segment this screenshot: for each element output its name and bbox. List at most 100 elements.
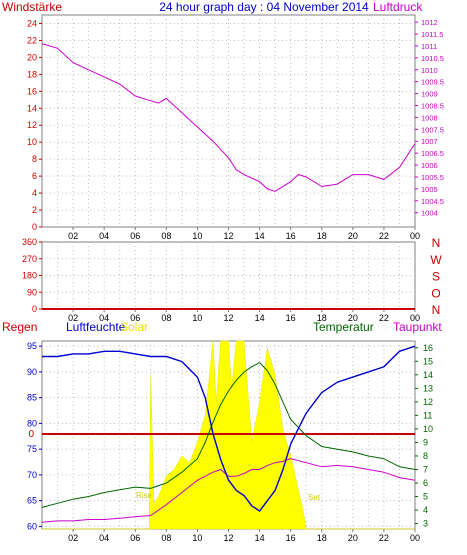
x-tick-label: 16 bbox=[286, 231, 296, 241]
humidity-tick-label: 65 bbox=[27, 496, 37, 506]
x-tick-label: 22 bbox=[379, 313, 389, 323]
humidity-line bbox=[42, 345, 416, 512]
pressure-tick-label: 1010.5 bbox=[421, 54, 444, 63]
compass-label: W bbox=[430, 253, 442, 267]
direction-tick-label: 360 bbox=[22, 237, 37, 247]
humidity-tick-label: 75 bbox=[27, 444, 37, 454]
x-tick-label: 18 bbox=[317, 231, 327, 241]
pressure-axis-label: Luftdruck bbox=[373, 0, 423, 14]
dewpoint-line bbox=[41, 458, 416, 523]
temperature-tick-label: 7 bbox=[423, 464, 428, 474]
humidity-tick-label: 85 bbox=[27, 393, 37, 403]
wind-tick-label: 4 bbox=[32, 188, 37, 198]
climate-x-ticks: 02 04 06 08 10 12 14 16 18 20 22 00 bbox=[68, 529, 420, 543]
humidity-tick-label: 90 bbox=[27, 367, 37, 377]
x-tick-label: 04 bbox=[99, 313, 109, 323]
x-tick-label: 10 bbox=[192, 231, 202, 241]
wind-tick-label: 12 bbox=[27, 120, 37, 130]
direction-tick-label: 180 bbox=[22, 271, 37, 281]
humidity-tick-label: 70 bbox=[27, 470, 37, 480]
temperature-line bbox=[41, 361, 416, 508]
pressure-tick-label: 1004.5 bbox=[421, 197, 444, 206]
pressure-tick-label: 1008 bbox=[421, 113, 438, 122]
rain-zero-label: 0 bbox=[28, 429, 34, 440]
pressure-tick-label: 1010 bbox=[421, 66, 438, 75]
temperature-tick-label: 13 bbox=[423, 383, 433, 393]
pressure-axis-ticks: 1004 1004.5 1005 1005.5 1006 1006.5 1007 1007.5… bbox=[415, 18, 444, 218]
x-tick-label: 18 bbox=[317, 533, 327, 543]
x-tick-label: 08 bbox=[161, 231, 171, 241]
wind-tick-label: 2 bbox=[32, 205, 37, 215]
x-tick-label: 14 bbox=[255, 231, 265, 241]
x-tick-label: 10 bbox=[192, 313, 202, 323]
sunrise-label: Rise bbox=[136, 491, 153, 500]
x-tick-label: 16 bbox=[286, 313, 296, 323]
wind-axis-label: Windstärke bbox=[2, 0, 62, 14]
x-tick-label: 04 bbox=[99, 533, 109, 543]
x-tick-label: 14 bbox=[255, 533, 265, 543]
direction-x-ticks: 02 04 06 08 10 12 14 16 18 20 22 00 bbox=[68, 309, 420, 323]
panel-wind-direction bbox=[41, 241, 416, 310]
humidity-tick-label: 80 bbox=[27, 418, 37, 428]
pressure-tick-label: 1007 bbox=[421, 137, 438, 146]
temperature-tick-label: 6 bbox=[423, 478, 428, 488]
wind-tick-label: 20 bbox=[27, 52, 37, 62]
wind-tick-label: 24 bbox=[27, 18, 37, 28]
temperature-tick-label: 3 bbox=[423, 519, 428, 529]
x-tick-label: 22 bbox=[379, 231, 389, 241]
pressure-line bbox=[41, 43, 416, 192]
x-tick-label: 22 bbox=[379, 533, 389, 543]
temperature-tick-label: 11 bbox=[423, 410, 432, 420]
pressure-tick-label: 1009.5 bbox=[421, 78, 444, 87]
legend-temperature: Temperatur bbox=[313, 320, 374, 334]
pressure-tick-label: 1004 bbox=[421, 209, 438, 218]
direction-tick-label: 270 bbox=[22, 254, 37, 264]
x-tick-label: 16 bbox=[286, 533, 296, 543]
legend-solar: Solar bbox=[120, 320, 148, 334]
wind-tick-label: 10 bbox=[27, 137, 37, 147]
x-tick-label: 04 bbox=[99, 231, 109, 241]
wind-tick-label: 0 bbox=[32, 222, 37, 232]
pressure-tick-label: 1007.5 bbox=[421, 125, 444, 134]
x-tick-label: 06 bbox=[130, 533, 140, 543]
x-tick-label: 08 bbox=[161, 313, 171, 323]
pressure-tick-label: 1012 bbox=[421, 18, 438, 27]
x-tick-label: 12 bbox=[223, 313, 233, 323]
compass-label: S bbox=[432, 270, 440, 284]
chart-title: 24 hour graph day : 04 November 2014 bbox=[159, 0, 369, 14]
temperature-tick-label: 4 bbox=[423, 505, 428, 515]
temperature-tick-label: 9 bbox=[423, 437, 428, 447]
pressure-x-ticks: 02 04 06 08 10 12 14 16 18 20 22 00 bbox=[68, 227, 420, 241]
x-tick-label: 02 bbox=[68, 313, 78, 323]
x-tick-label: 14 bbox=[255, 313, 265, 323]
wind-tick-label: 16 bbox=[27, 86, 37, 96]
temperature-tick-label: 8 bbox=[423, 451, 428, 461]
direction-tick-label: 90 bbox=[27, 287, 37, 297]
pressure-tick-label: 1008.5 bbox=[421, 102, 444, 111]
wind-tick-label: 14 bbox=[27, 103, 37, 113]
pressure-tick-label: 1009 bbox=[421, 90, 438, 99]
pressure-tick-label: 1005 bbox=[421, 185, 438, 194]
x-tick-label: 20 bbox=[348, 313, 358, 323]
temperature-tick-label: 5 bbox=[423, 492, 428, 502]
x-tick-label: 20 bbox=[348, 533, 358, 543]
direction-axis-ticks: 0 90 180 270 360 bbox=[22, 237, 42, 314]
legend-humidity: Luftfeuchte bbox=[66, 320, 126, 334]
temperature-tick-label: 12 bbox=[423, 397, 433, 407]
x-tick-label: 00 bbox=[410, 231, 420, 241]
x-tick-label: 08 bbox=[161, 533, 171, 543]
sunset-label: Set bbox=[308, 493, 321, 502]
x-tick-label: 06 bbox=[130, 313, 140, 323]
humidity-tick-label: 60 bbox=[27, 521, 37, 531]
x-tick-label: 20 bbox=[348, 231, 358, 241]
x-tick-label: 02 bbox=[68, 231, 78, 241]
temperature-tick-label: 16 bbox=[423, 343, 433, 353]
x-tick-label: 00 bbox=[410, 313, 420, 323]
pressure-tick-label: 1006.5 bbox=[421, 149, 444, 158]
x-tick-label: 12 bbox=[223, 533, 233, 543]
humidity-axis-ticks: 60 65 70 75 80 85 90 95 bbox=[27, 341, 42, 531]
temperature-tick-label: 10 bbox=[423, 424, 433, 434]
